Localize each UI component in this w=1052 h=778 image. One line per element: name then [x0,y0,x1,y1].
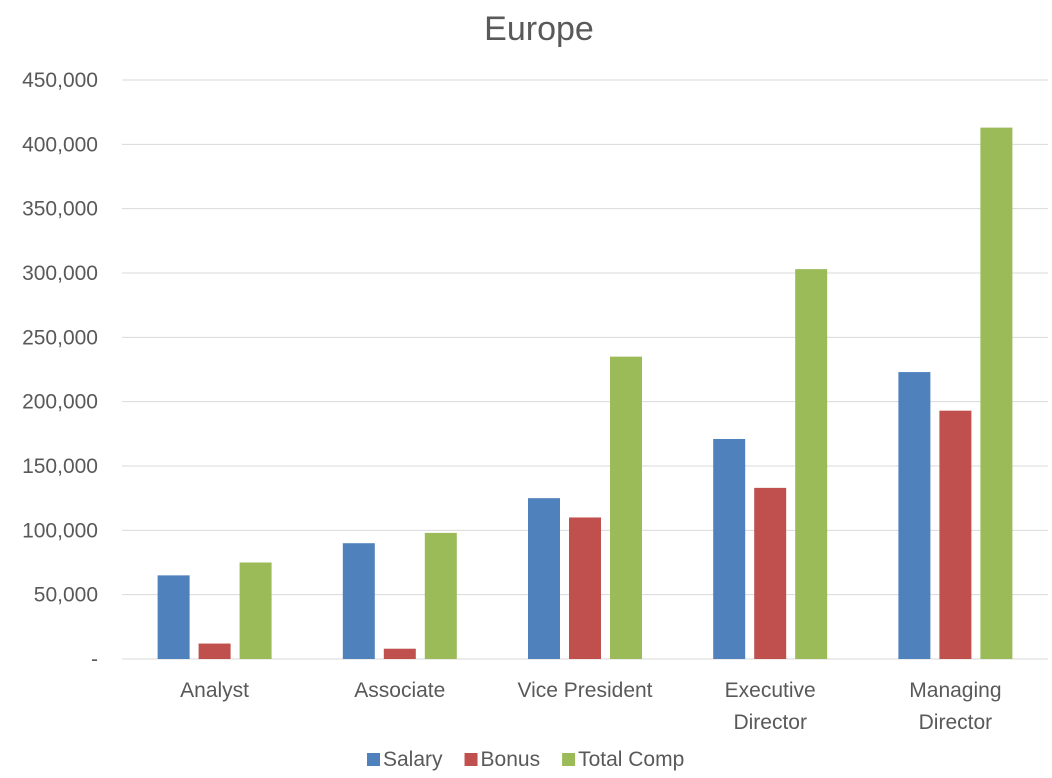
x-category-label: Executive [725,679,816,702]
bar-bonus [754,487,787,659]
bar-salary [528,498,560,659]
legend-swatch [367,753,380,766]
legend-label: Total Comp [578,748,684,771]
bar-bonus [198,643,231,659]
bar-salary [713,438,746,659]
x-category-label: Managing [909,679,1001,702]
legend-swatch [562,753,576,766]
y-tick-label: 100,000 [22,519,98,542]
y-tick-label: 400,000 [22,133,98,156]
bar-salary [342,543,375,659]
chart-title: Europe [484,10,594,48]
legend-swatch [464,753,478,766]
y-tick-label: 200,000 [22,391,98,414]
legend: Salary Bonus Total Comp [367,748,684,771]
bar-salary [898,372,931,659]
x-category-label: Associate [354,679,445,702]
bar-total-comp [795,269,828,659]
x-category-label: Director [919,711,993,734]
y-tick-label: 350,000 [22,198,98,221]
bar-total-comp [610,356,642,659]
gridlines [122,79,1048,660]
y-tick-label: 50,000 [34,584,98,607]
y-tick-label: 150,000 [22,455,98,478]
x-category-label: Director [733,711,807,734]
bar-total-comp [424,532,457,659]
legend-label: Salary [383,748,443,771]
x-axis-category-labels: Analyst Associate Vice President Executive D… [180,679,1001,734]
bars [157,127,1013,659]
bar-total-comp [239,562,272,659]
y-axis-tick-labels: - 50,000 100,000 150,000 200,000 250,000 300,0… [22,69,98,671]
bar-bonus [569,517,601,659]
y-tick-label: 450,000 [22,69,98,92]
bar-bonus [383,648,416,659]
x-category-label: Analyst [180,679,249,702]
y-tick-label: 300,000 [22,262,98,285]
bar-salary [157,575,190,659]
legend-label: Bonus [481,748,541,771]
bar-total-comp [980,127,1013,659]
y-tick-label: - [91,648,98,671]
bar-bonus [939,410,972,659]
y-tick-label: 250,000 [22,326,98,349]
x-category-label: Vice President [517,679,652,702]
